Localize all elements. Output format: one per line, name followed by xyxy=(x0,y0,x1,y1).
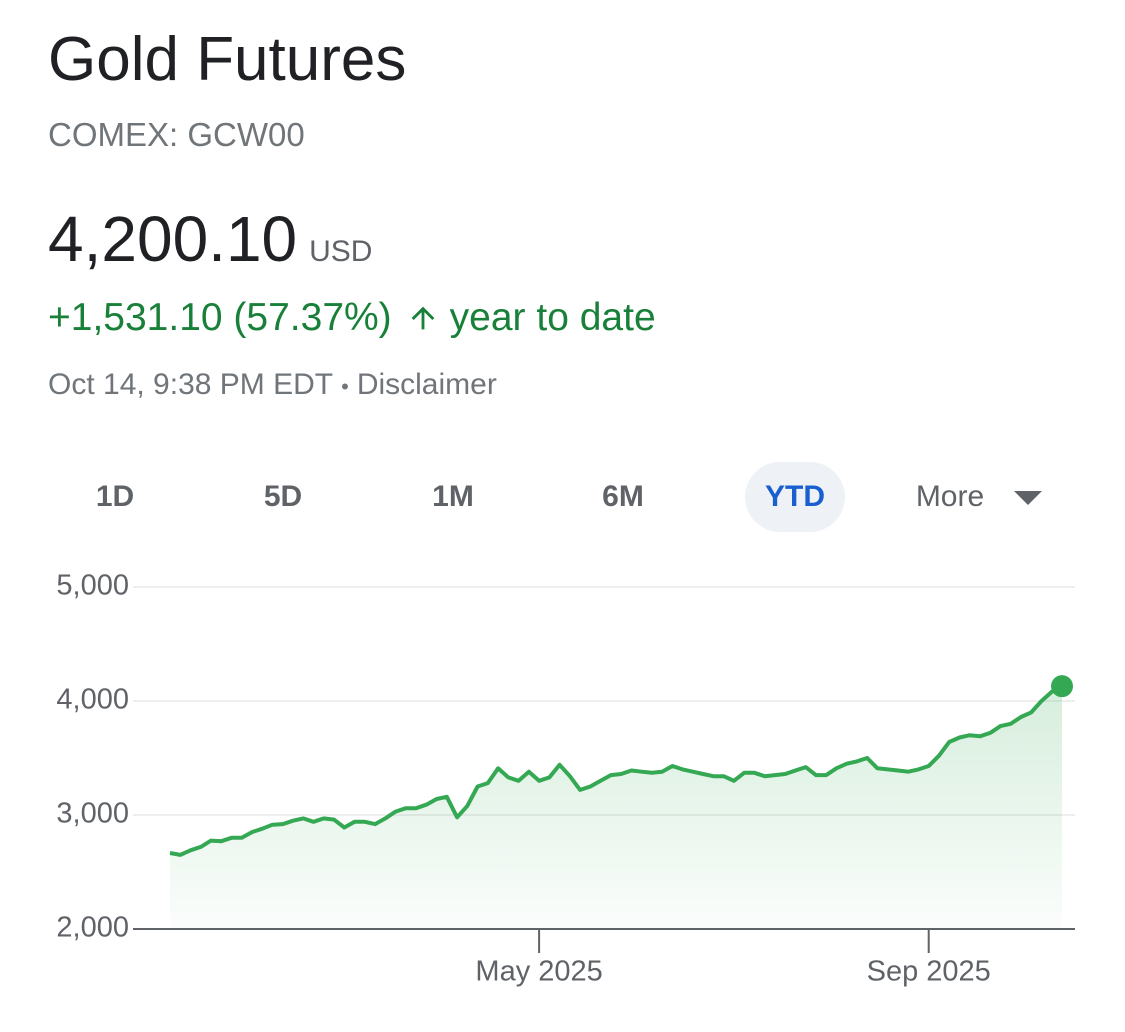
tab[interactable]: 1M xyxy=(432,480,474,513)
separator: • xyxy=(341,374,349,399)
change-row: +1,531.10 (57.37%) year to date xyxy=(48,296,656,340)
change: +1,531.10 (57.37%) xyxy=(48,296,392,339)
currency: USD xyxy=(309,235,373,268)
time-row: Oct 14, 9:38 PM EDT • Disclaimer xyxy=(48,368,497,402)
tab[interactable]: More xyxy=(916,480,984,513)
title: Gold Futures xyxy=(48,25,407,94)
dropdown-caret[interactable] xyxy=(1014,491,1042,505)
y-tick-label: 3,000 xyxy=(56,798,129,830)
y-tick-label: 4,000 xyxy=(56,684,129,716)
tab[interactable]: YTD xyxy=(765,480,825,513)
area xyxy=(170,686,1062,929)
tab[interactable]: 1D xyxy=(96,480,134,513)
up-arrow xyxy=(411,306,435,330)
ticker: COMEX: GCW00 xyxy=(48,116,305,153)
disclaimer[interactable]: Disclaimer xyxy=(356,368,497,401)
x-tick-label: May 2025 xyxy=(475,956,602,988)
last-point xyxy=(1051,675,1073,698)
price: 4,200.10 xyxy=(48,203,298,275)
tab-highlight xyxy=(745,462,845,532)
price-line xyxy=(169,684,1063,857)
price-row: 4,200.10 USD xyxy=(48,202,372,276)
y-tick-label: 5,000 xyxy=(56,570,129,602)
period: year to date xyxy=(449,296,656,339)
tab[interactable]: 5D xyxy=(264,480,302,513)
y-tick-label: 2,000 xyxy=(56,912,129,944)
tab[interactable]: 6M xyxy=(602,480,644,513)
timestamp: Oct 14, 9:38 PM EDT xyxy=(48,368,334,401)
x-tick-label: Sep 2025 xyxy=(867,956,991,988)
